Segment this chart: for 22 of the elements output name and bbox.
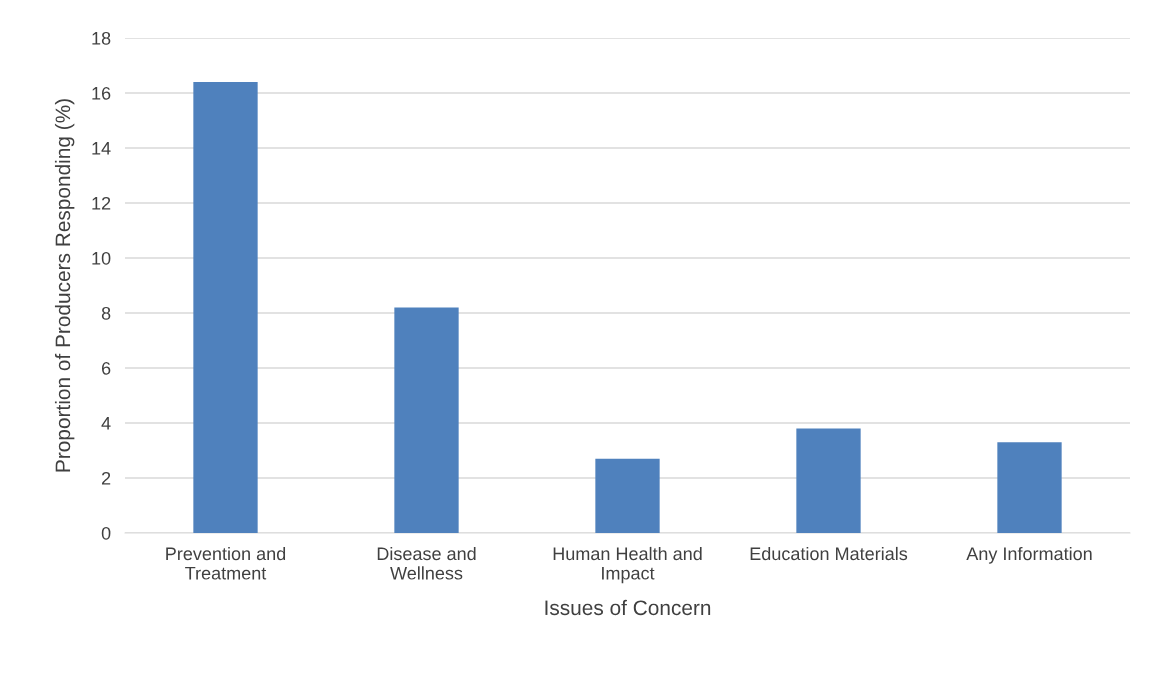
x-tick-label: Prevention and Treatment	[166, 546, 286, 580]
bar	[796, 428, 861, 533]
y-tick-label: 16	[92, 86, 111, 100]
y-tick-label: 8	[101, 306, 111, 320]
y-tick-label: 10	[92, 251, 111, 265]
y-tick-label: 0	[101, 526, 111, 540]
y-axis-title: Proportion of Producers Responding (%)	[54, 99, 75, 472]
x-tick-label: Disease and Wellness	[377, 546, 476, 580]
x-axis-title: Issues of Concern	[545, 599, 711, 616]
y-tick-label: 6	[101, 361, 111, 375]
y-tick-label: 14	[92, 142, 111, 155]
x-tick-label: Any Information	[966, 546, 1092, 564]
y-tick-label: 4	[101, 417, 111, 430]
bar	[193, 82, 258, 533]
x-tick-label: Education Materials	[750, 546, 908, 561]
y-tick-label: 18	[92, 31, 111, 45]
bar	[997, 442, 1062, 533]
y-tick-label: 2	[101, 471, 111, 485]
y-tick-label: 12	[92, 196, 111, 210]
bar	[595, 458, 660, 533]
x-tick-label: Human Health and Impact	[553, 546, 702, 584]
bar	[394, 307, 459, 533]
